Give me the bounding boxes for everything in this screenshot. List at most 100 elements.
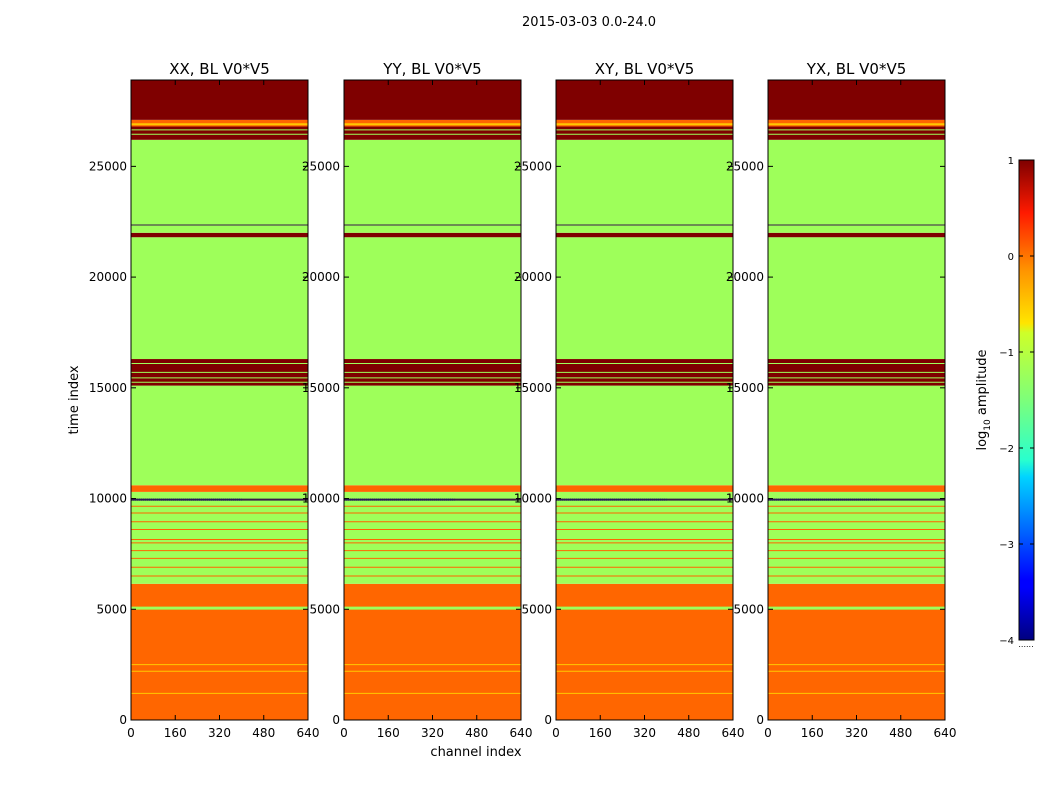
heatmap-band <box>344 80 521 120</box>
panel-2: YY, BL V0*V5 0 160 320 480 640 0 5000 10000 15000… <box>302 60 533 740</box>
x-tick-label: 0 <box>340 726 348 740</box>
heatmap-band <box>768 119 945 127</box>
colorbar-under-marker: ...... <box>1018 640 1033 649</box>
x-tick-label: 480 <box>465 726 488 740</box>
y-tick-label: 25000 <box>302 159 340 173</box>
colorbar: 1 0 −1 −2 −3 −4 ...... log10 amplitude <box>975 156 1035 649</box>
y-tick-label: 10000 <box>302 492 340 506</box>
heatmap-band <box>344 385 521 486</box>
heatmap-band <box>344 583 521 720</box>
y-tick-label: 15000 <box>89 381 127 395</box>
panel-4: YX, BL V0*V5 0 160 320 480 640 0 5000 10000 15000… <box>726 60 957 740</box>
heatmap-band <box>344 126 521 140</box>
colorbar-tick-label: −1 <box>999 348 1014 359</box>
heatmap-band <box>131 485 308 492</box>
heatmap-band <box>131 80 308 120</box>
heatmap-band <box>556 485 733 492</box>
heatmap-band <box>344 232 521 238</box>
y-tick-label: 10000 <box>726 492 764 506</box>
heatmap-band <box>131 139 308 233</box>
y-tick-label: 0 <box>544 713 552 727</box>
colorbar-ticks: 1 0 −1 −2 −3 −4 <box>999 156 1034 647</box>
panel-1: XX, BL V0*V5 0 160 320 480 640 0 5000 10000 15000… <box>89 60 320 740</box>
x-tick-label: 480 <box>677 726 700 740</box>
x-tick-label: 0 <box>127 726 135 740</box>
y-tick-label: 5000 <box>733 602 764 616</box>
panel-title: XY, BL V0*V5 <box>595 60 695 78</box>
panel-3: XY, BL V0*V5 0 160 320 480 640 0 5000 10000 15000… <box>514 60 745 740</box>
colorbar-tick-label: 1 <box>1008 156 1014 167</box>
heatmap-band <box>768 139 945 233</box>
heatmap-band <box>556 491 733 584</box>
colorbar-tick-label: −4 <box>999 636 1014 647</box>
colorbar-tick-label: 0 <box>1008 252 1014 263</box>
x-tick-label: 160 <box>589 726 612 740</box>
y-axis-label: time index <box>67 365 82 434</box>
x-tick-label: 160 <box>164 726 187 740</box>
x-tick-label: 640 <box>722 726 745 740</box>
y-tick-label: 20000 <box>89 270 127 284</box>
colorbar-label: log10 amplitude <box>975 349 993 450</box>
heatmap-band <box>768 485 945 492</box>
heatmap-band <box>556 119 733 127</box>
y-tick-label: 10000 <box>89 492 127 506</box>
x-tick-label: 640 <box>297 726 320 740</box>
y-tick-label: 5000 <box>309 602 340 616</box>
heatmap-band <box>556 139 733 233</box>
heatmap-band <box>556 126 733 140</box>
colorbar-gradient <box>1018 159 1035 641</box>
heatmap-band <box>556 232 733 238</box>
x-tick-label: 320 <box>845 726 868 740</box>
panel-title: YX, BL V0*V5 <box>806 60 907 78</box>
y-tick-label: 25000 <box>89 159 127 173</box>
panel-title: YY, BL V0*V5 <box>382 60 481 78</box>
heatmap-band <box>344 139 521 233</box>
heatmap-band <box>556 583 733 720</box>
heatmap-band <box>344 237 521 360</box>
y-tick-label: 25000 <box>726 159 764 173</box>
heatmap-band <box>768 126 945 140</box>
heatmap-band <box>768 80 945 120</box>
heatmap-band <box>768 583 945 720</box>
heatmap-band <box>131 385 308 486</box>
x-tick-label: 640 <box>934 726 957 740</box>
y-tick-label: 5000 <box>521 602 552 616</box>
heatmap-band <box>768 385 945 486</box>
heatmap-band <box>344 119 521 127</box>
y-tick-label: 5000 <box>96 602 127 616</box>
x-tick-label: 160 <box>377 726 400 740</box>
y-tick-label: 0 <box>119 713 127 727</box>
panel-title: XX, BL V0*V5 <box>169 60 270 78</box>
y-tick-label: 20000 <box>514 270 552 284</box>
y-tick-label: 15000 <box>302 381 340 395</box>
heatmap-band <box>344 485 521 492</box>
heatmap-band <box>768 491 945 584</box>
colorbar-tick-label: −2 <box>999 444 1014 455</box>
heatmap-band <box>556 80 733 120</box>
x-tick-label: 480 <box>252 726 275 740</box>
y-tick-label: 15000 <box>726 381 764 395</box>
heatmap-band <box>768 232 945 238</box>
x-tick-label: 160 <box>801 726 824 740</box>
panels: XX, BL V0*V5 0 160 320 480 640 0 5000 10000 15000… <box>89 60 957 740</box>
heatmap-band <box>131 119 308 127</box>
heatmap-band <box>768 237 945 360</box>
heatmap-band <box>131 126 308 140</box>
heatmap-band <box>131 491 308 584</box>
y-tick-label: 25000 <box>514 159 552 173</box>
x-tick-label: 480 <box>889 726 912 740</box>
x-tick-label: 0 <box>552 726 560 740</box>
y-tick-label: 15000 <box>514 381 552 395</box>
x-tick-label: 640 <box>510 726 533 740</box>
heatmap-band <box>556 237 733 360</box>
heatmap-band <box>344 491 521 584</box>
heatmap-band <box>131 232 308 238</box>
suptitle: 2015-03-03 0.0-24.0 <box>522 15 656 30</box>
y-tick-label: 0 <box>332 713 340 727</box>
heatmap-band <box>556 385 733 486</box>
heatmap-band <box>131 583 308 720</box>
y-tick-label: 10000 <box>514 492 552 506</box>
y-tick-label: 20000 <box>726 270 764 284</box>
x-tick-label: 320 <box>208 726 231 740</box>
